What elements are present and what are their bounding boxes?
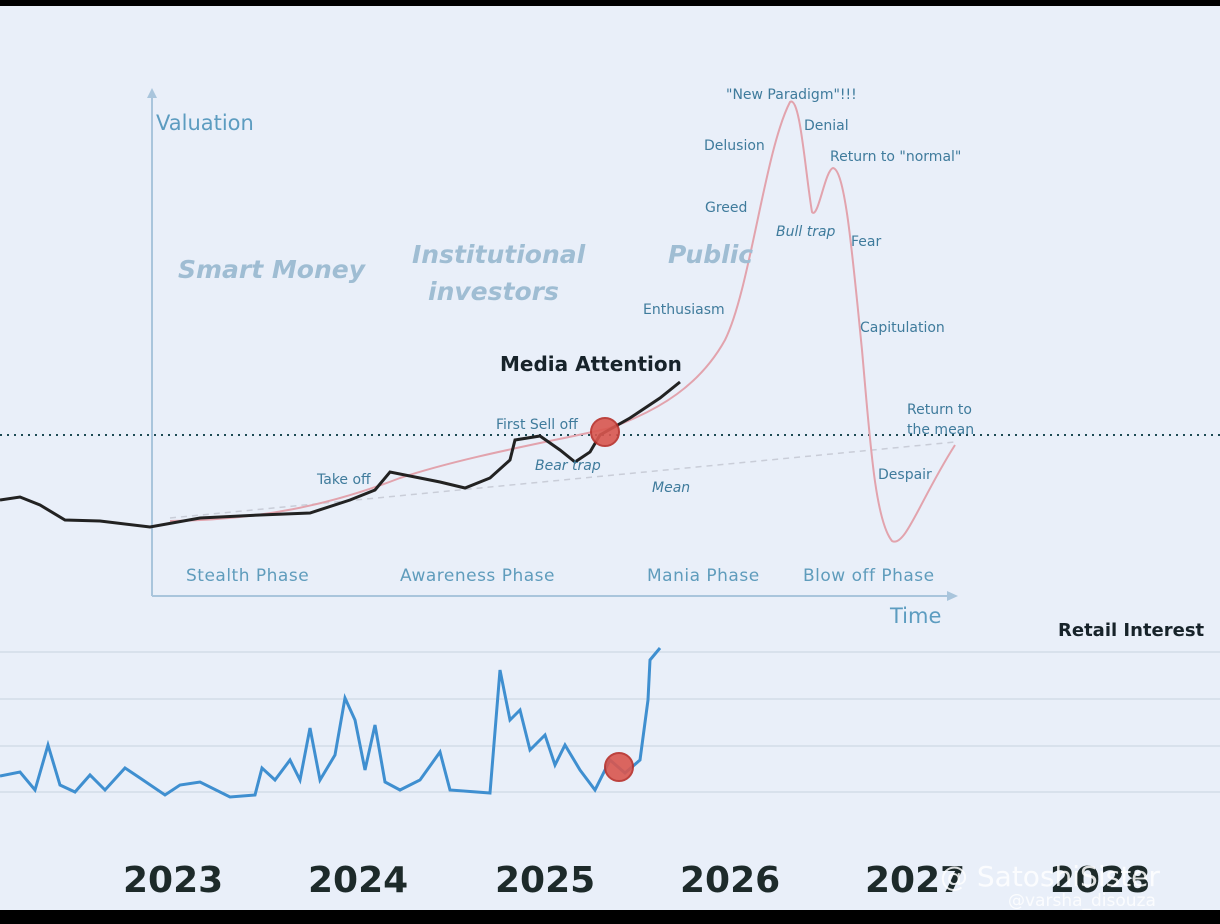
group-label: investors [428, 277, 559, 306]
year-label: 2024 [308, 860, 408, 901]
annotation: Return to "normal" [830, 149, 961, 165]
phase-label: Awareness Phase [400, 566, 555, 586]
axis-label: Time [889, 604, 941, 628]
annotation: Return to [907, 402, 972, 418]
arrow [147, 88, 157, 98]
annotation: the mean [907, 422, 974, 438]
phase-label: Stealth Phase [186, 566, 309, 586]
group-label: Smart Money [178, 255, 367, 284]
watermark: @ SatoshiSister [940, 860, 1160, 893]
annotation: Mean [652, 480, 690, 496]
watermark: @varsha_disouza [1008, 891, 1156, 911]
annotation: Denial [804, 118, 849, 134]
annotation: Capitulation [860, 320, 945, 336]
annotation: First Sell off [496, 417, 578, 433]
group-label: Public [668, 240, 753, 269]
year-label: 2025 [495, 860, 595, 901]
annotation: Fear [851, 234, 881, 250]
annotation: Despair [878, 467, 932, 483]
marker [590, 417, 620, 447]
axis-label: Valuation [156, 111, 254, 135]
panel-grid [0, 651, 1220, 793]
phase-label: Mania Phase [647, 566, 760, 586]
year-label: 2023 [123, 860, 223, 901]
year-label: 2027 [865, 860, 965, 901]
year-label: 2026 [680, 860, 780, 901]
annotation: Enthusiasm [643, 302, 725, 318]
annotation: "New Paradigm"!!! [726, 87, 857, 103]
price-line [0, 380, 681, 529]
marker [604, 752, 634, 782]
headline: Media Attention [500, 352, 682, 376]
cycle-curve [169, 100, 956, 543]
annotation: Take off [316, 472, 371, 488]
annotation: Bear trap [535, 458, 601, 474]
phase-label: Blow off Phase [803, 566, 935, 586]
panel-title: Retail Interest [1058, 620, 1205, 641]
arrow [947, 591, 958, 601]
annotation: Delusion [704, 138, 765, 154]
annotation: Bull trap [776, 224, 836, 240]
annotation: Greed [705, 200, 747, 216]
retail-line [0, 647, 662, 799]
group-label: Institutional [412, 240, 586, 269]
year-label: 2028 [1050, 860, 1150, 901]
